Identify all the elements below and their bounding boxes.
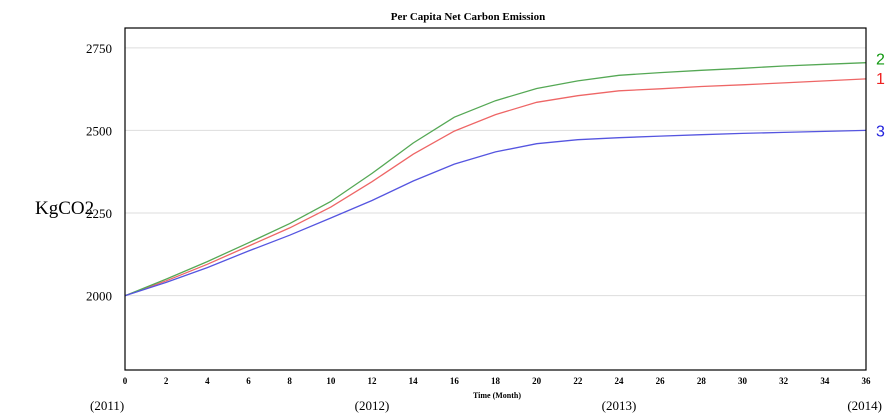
x-tick-label: 14 [409, 376, 419, 386]
year-labels: (2011) (2012) (2013) (2014) [90, 398, 882, 413]
year-label: (2012) [355, 398, 390, 413]
series-line-2 [124, 62, 867, 297]
x-tick-label: 2 [164, 376, 169, 386]
series-label-2: 2 [876, 52, 885, 69]
series-end-labels: 1 2 3 [876, 52, 885, 141]
chart-title: Per Capita Net Carbon Emission [391, 11, 545, 23]
series-label-3: 3 [876, 123, 885, 140]
y-axis-label: KgCO2 [35, 198, 94, 219]
year-label: (2013) [602, 398, 637, 413]
x-tick-label: 24 [615, 376, 625, 386]
x-tick-label: 12 [368, 376, 378, 386]
y-tick-label: 2250 [86, 206, 112, 221]
x-tick-label: 26 [656, 376, 666, 386]
x-tick-label: 10 [326, 376, 336, 386]
x-tick-label: 34 [820, 376, 830, 386]
y-tick-label: 2500 [86, 123, 112, 138]
x-tick-label: 30 [738, 376, 748, 386]
x-tick-labels: 0 2 4 6 8 10 12 14 16 18 20 22 24 26 28 30 32 34 36 [123, 376, 871, 386]
x-tick-label: 20 [532, 376, 542, 386]
x-tick-label: 18 [491, 376, 501, 386]
y-tick-label: 2750 [86, 41, 112, 56]
x-tick-label: 16 [450, 376, 460, 386]
series-line-1 [124, 78, 867, 297]
x-tick-label: 6 [246, 376, 251, 386]
year-label: (2014) [847, 398, 882, 413]
x-tick-label: 28 [697, 376, 707, 386]
grid-lines [125, 47, 866, 297]
y-tick-labels: 2000 2250 2500 2750 [86, 41, 112, 304]
x-tick-label: 8 [287, 376, 292, 386]
x-tick-label: 22 [573, 376, 583, 386]
x-tick-label: 32 [779, 376, 789, 386]
year-label: (2011) [90, 398, 124, 413]
y-tick-label: 2000 [86, 289, 112, 304]
series-lines [124, 62, 867, 297]
x-tick-label: 0 [123, 376, 128, 386]
series-line-3 [124, 129, 867, 297]
x-tick-label: 36 [862, 376, 872, 386]
plot-area-frame [124, 27, 867, 371]
series-label-1: 1 [876, 71, 885, 88]
x-tick-label: 4 [205, 376, 210, 386]
x-axis-label: Time (Month) [473, 391, 521, 400]
